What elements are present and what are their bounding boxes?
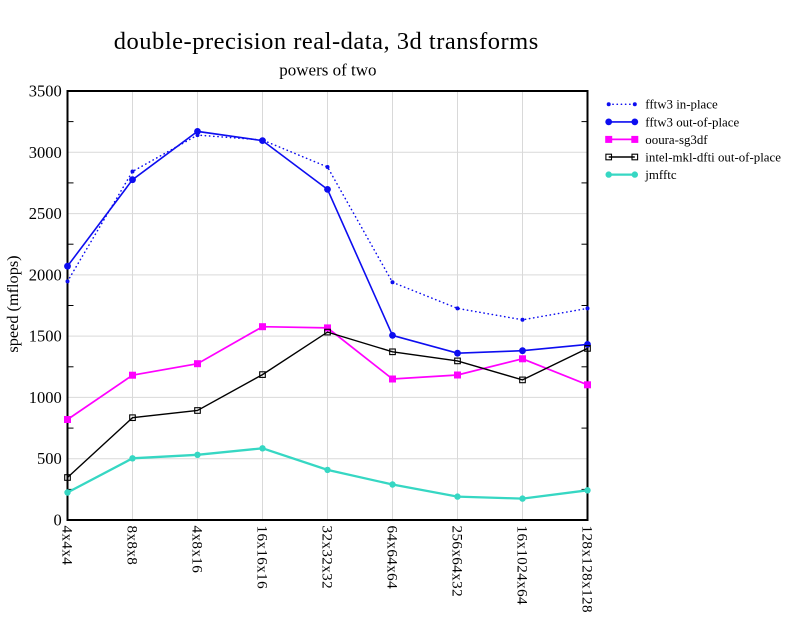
svg-text:8x8x8: 8x8x8 xyxy=(124,526,140,566)
svg-text:2500: 2500 xyxy=(29,204,62,223)
svg-text:double-precision real-data, 3d: double-precision real-data, 3d transform… xyxy=(114,28,539,55)
svg-text:3500: 3500 xyxy=(29,82,62,101)
svg-text:256x64x32: 256x64x32 xyxy=(449,526,465,598)
svg-text:2000: 2000 xyxy=(29,265,62,284)
svg-text:128x128x128: 128x128x128 xyxy=(579,526,595,613)
svg-text:fftw3 out-of-place: fftw3 out-of-place xyxy=(645,115,739,129)
svg-text:64x64x64: 64x64x64 xyxy=(384,526,400,590)
svg-text:0: 0 xyxy=(54,511,62,530)
svg-text:speed (mflops): speed (mflops) xyxy=(3,255,22,352)
svg-text:4x4x4: 4x4x4 xyxy=(59,526,75,566)
svg-text:16x16x16: 16x16x16 xyxy=(254,526,270,590)
svg-text:4x8x16: 4x8x16 xyxy=(189,526,205,574)
svg-text:fftw3 in-place: fftw3 in-place xyxy=(645,98,718,112)
svg-text:3000: 3000 xyxy=(29,143,62,162)
svg-text:intel-mkl-dfti out-of-place: intel-mkl-dfti out-of-place xyxy=(645,150,781,164)
svg-text:powers of two: powers of two xyxy=(279,60,376,79)
svg-text:500: 500 xyxy=(37,449,62,468)
svg-text:ooura-sg3df: ooura-sg3df xyxy=(645,133,708,147)
svg-text:jmfftc: jmfftc xyxy=(644,168,677,182)
svg-text:1500: 1500 xyxy=(29,327,62,346)
svg-text:1000: 1000 xyxy=(29,388,62,407)
svg-text:16x1024x64: 16x1024x64 xyxy=(514,526,530,606)
svg-text:32x32x32: 32x32x32 xyxy=(319,526,335,590)
